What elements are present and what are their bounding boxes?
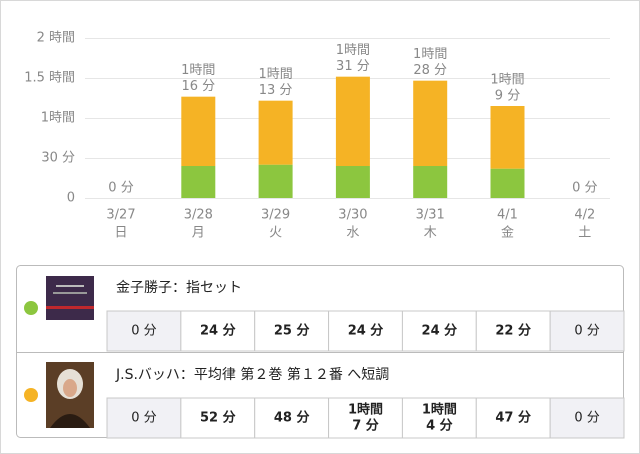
weekday-label: 火 — [269, 226, 282, 241]
thumbnail-book — [46, 276, 94, 320]
cell-text: 0 分 — [131, 324, 156, 339]
x-tick-label: 3/28 — [184, 208, 213, 223]
y-tick-label: 2 時間 — [37, 31, 75, 46]
bar-segment — [490, 168, 525, 198]
x-tick-label: 3/29 — [261, 208, 290, 223]
thumbnail-portrait — [46, 362, 94, 428]
y-tick-label: 0 — [67, 191, 75, 206]
total-label: 31 分 — [336, 59, 370, 74]
weekday-label: 水 — [346, 226, 359, 241]
x-tick-label: 3/27 — [106, 208, 135, 223]
y-tick-label: 1.5 時間 — [24, 71, 75, 86]
cell-text: 25 分 — [274, 323, 310, 339]
total-label: 1時間 — [490, 73, 524, 88]
total-label: 28 分 — [413, 63, 447, 78]
y-tick-label: 1時間 — [41, 111, 75, 126]
cell-text: 7 分 — [352, 418, 379, 434]
total-label: 0 分 — [572, 181, 597, 196]
bar-segment — [413, 166, 448, 198]
weekday-label: 土 — [578, 226, 591, 241]
weekday-label: 月 — [192, 226, 205, 241]
x-tick-label: 3/31 — [416, 208, 445, 223]
total-label: 1時間 — [413, 47, 447, 62]
total-label: 13 分 — [259, 83, 293, 98]
x-tick-label: 3/30 — [338, 208, 367, 223]
cell-text: 0 分 — [574, 324, 599, 339]
cell — [401, 397, 477, 439]
bar-segment — [413, 80, 448, 166]
cell-text: 1時間 — [348, 402, 383, 418]
row-title: J.S.バッハ：平均律 第２巻 第１２番 へ短調 — [115, 366, 389, 383]
cell — [328, 310, 403, 352]
cell — [180, 310, 256, 352]
weekday-label: 金 — [501, 225, 514, 241]
cell — [475, 397, 551, 439]
cell — [106, 397, 182, 439]
cell — [549, 397, 625, 439]
cell-text: 47 分 — [495, 410, 531, 426]
cell — [549, 310, 625, 352]
bar-segment — [181, 166, 216, 198]
cell-text: 24 分 — [348, 323, 384, 339]
bar-segment — [258, 164, 293, 198]
total-label: 1時間 — [336, 43, 370, 58]
total-label: 0 分 — [108, 181, 133, 196]
cell-text: 22 分 — [495, 323, 531, 339]
series-dot — [24, 301, 38, 315]
row-title: 金子勝子：指セット — [116, 280, 242, 296]
series-dot — [24, 388, 38, 402]
total-label: 9 分 — [495, 89, 520, 104]
total-label: 1時間 — [258, 67, 292, 82]
cell — [254, 397, 330, 439]
cell-text: 1時間 — [422, 402, 457, 418]
x-tick-label: 4/2 — [574, 208, 595, 223]
cell-text: 24 分 — [422, 323, 458, 339]
cell-text: 0 分 — [574, 411, 599, 426]
bar-segment — [335, 76, 370, 166]
bar-segment — [490, 106, 525, 169]
x-tick-label: 4/1 — [497, 208, 518, 223]
cell-text: 4 分 — [426, 418, 453, 434]
bar-segment — [181, 96, 216, 166]
weekday-label: 木 — [424, 226, 437, 241]
cell-text: 24 分 — [200, 323, 236, 339]
bar-segment — [258, 100, 293, 165]
cell-text: 48 分 — [274, 410, 310, 426]
bar-segment — [335, 166, 370, 198]
total-label: 16 分 — [181, 79, 215, 94]
y-tick-label: 30 分 — [41, 151, 75, 166]
cell — [475, 310, 551, 352]
weekday-label: 日 — [114, 226, 127, 241]
cell-text: 0 分 — [131, 411, 156, 426]
total-label: 1時間 — [181, 63, 215, 78]
cell-text: 52 分 — [200, 410, 236, 426]
